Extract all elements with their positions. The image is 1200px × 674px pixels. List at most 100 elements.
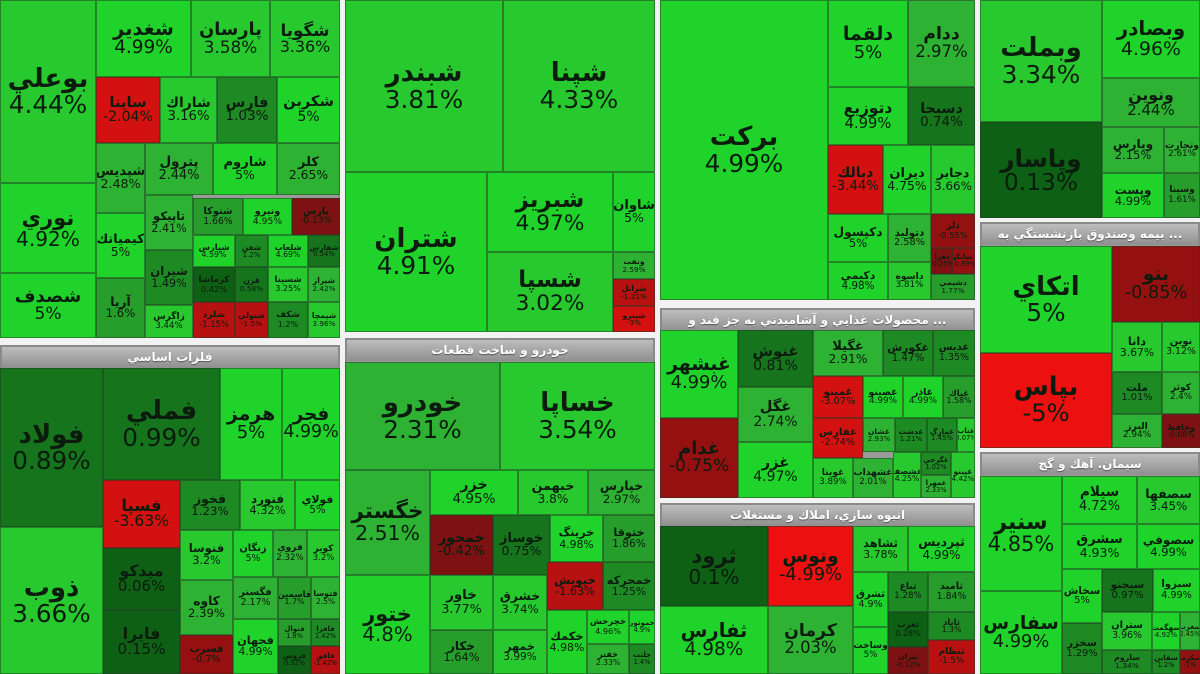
stock-tile-خچرخش[interactable]: خچرخش 4.96% [587,610,629,644]
stock-tile-كوير[interactable]: كوير 3.2% [307,530,340,577]
stock-tile-دسانكو[interactable]: دسانكو -0.89% [953,248,975,274]
stock-tile-خشرق[interactable]: خشرق 3.74% [493,575,547,630]
stock-tile-ختوقا[interactable]: ختوقا 1.86% [603,515,655,562]
stock-tile-خپارس[interactable]: خپارس 2.97% [588,470,655,515]
stock-tile-فافق[interactable]: فافق -1.42% [311,646,340,674]
stock-tile-وسينا[interactable]: وسينا 1.61% [1164,173,1200,218]
stock-tile-سفارس[interactable]: سفارس 4.99% [980,591,1062,674]
stock-tile-شتولي[interactable]: شتولي -1.5% [235,302,268,338]
stock-tile-ختور[interactable]: ختور 4.8% [345,575,430,674]
stock-tile-غويتا[interactable]: غويتا 3.89% [813,458,853,498]
stock-tile-غدام[interactable]: غدام -0.75% [660,418,738,498]
stock-tile-غگيلا[interactable]: غگيلا 2.91% [813,330,883,376]
stock-tile-غبشهر[interactable]: غبشهر 4.99% [660,330,738,418]
stock-tile-غشصفا[interactable]: غشصفا 4.25% [893,452,921,498]
stock-tile-كوثر[interactable]: كوثر 2.4% [1162,372,1200,414]
stock-tile-خساپا[interactable]: خساپا 3.54% [500,362,655,470]
stock-tile-وپارس[interactable]: وپارس 2.15% [1102,127,1164,173]
stock-tile-غنوش[interactable]: غنوش 0.81% [738,330,813,387]
stock-tile-دلقما[interactable]: دلقما 5% [828,0,908,87]
stock-tile-شاراك[interactable]: شاراك 3.16% [160,77,217,143]
stock-tile-سكرما[interactable]: سكرما-1% [1180,650,1200,674]
stock-tile-نوين[interactable]: نوين 3.12% [1162,322,1200,372]
stock-tile-وبملت[interactable]: وبملت 3.34% [980,0,1102,122]
stock-tile-زاگرس[interactable]: زاگرس 3.44% [145,305,193,338]
stock-tile-سبزوا[interactable]: سبزوا 4.99% [1153,569,1200,612]
stock-tile-فروي[interactable]: فروي 2.32% [273,530,307,577]
stock-tile-وساخت[interactable]: وساخت 5% [853,627,888,674]
stock-tile-فسپا[interactable]: فسپا -3.63% [103,480,180,548]
stock-tile-پارس[interactable]: پارس -0.13% [292,198,340,235]
stock-tile-سقاين[interactable]: سقاين 1.2% [1152,650,1180,674]
stock-tile-سصفها[interactable]: سصفها 3.45% [1137,476,1200,524]
stock-tile-فافزا[interactable]: فافزا 1.42% [311,619,340,646]
stock-tile-ثغرب[interactable]: ثغرب 0.28% [888,612,928,647]
stock-tile-خفنر[interactable]: خفنر 2.33% [587,644,629,674]
stock-tile-ثشاهد[interactable]: ثشاهد 3.78% [853,526,908,572]
stock-tile-غپاك[interactable]: غپاك 1.58% [943,376,975,418]
stock-tile-فروس[interactable]: فروس 0.32% [278,646,311,674]
stock-tile-فولاي[interactable]: فولاي 5% [295,480,340,530]
stock-tile-ونوس[interactable]: ونوس -4.99% [768,526,853,606]
stock-tile-داسوه[interactable]: داسوه 3.81% [888,262,931,300]
stock-tile-فنوال[interactable]: فنوال 1.8% [278,619,311,646]
stock-tile-دتوليد[interactable]: دتوليد 2.58% [888,214,931,262]
stock-tile-ثشرق[interactable]: ثشرق 4.9% [853,572,888,627]
stock-tile-سهگمت[interactable]: سهگمت 4.92% [1152,612,1180,650]
stock-tile-بنو[interactable]: بنو -0.85% [1112,246,1200,322]
stock-tile-دانا[interactable]: دانا 3.67% [1112,322,1162,372]
stock-tile-ذوب[interactable]: ذوب 3.66% [0,527,103,674]
stock-tile-غناب[interactable]: غناب3.07% [957,418,975,452]
stock-tile-فنورد[interactable]: فنورد 4.32% [240,480,295,530]
stock-tile-شپمچا[interactable]: شپمچا 3.96% [308,302,340,338]
stock-tile-ثاباد[interactable]: ثاباد 1.3% [928,612,975,640]
stock-tile-شلعاب[interactable]: شلعاب 4.69% [268,235,308,267]
stock-tile-غمينو[interactable]: غمينو -3.07% [813,376,863,418]
stock-tile-دلر[interactable]: دلر -0.55% [931,214,975,248]
stock-tile-ملت[interactable]: ملت 1.01% [1112,372,1162,414]
stock-tile-خگستر[interactable]: خگستر 2.51% [345,470,430,575]
stock-tile-غاذر[interactable]: غاذر 4.99% [903,376,943,418]
stock-tile-اتكاي[interactable]: اتكاي 5% [980,246,1112,353]
stock-tile-وپست[interactable]: وپست 4.99% [1102,173,1164,218]
stock-tile-دجابر[interactable]: دجابر 3.66% [931,145,975,214]
stock-tile-غگل[interactable]: غگل 2.74% [738,387,813,442]
stock-tile-خودرو[interactable]: خودرو 2.31% [345,362,500,470]
stock-tile-شپديس[interactable]: شپديس 2.48% [96,143,145,213]
stock-tile-خوساز[interactable]: خوساز 0.75% [493,515,550,575]
stock-tile-سنير[interactable]: سنير 4.85% [980,476,1062,591]
stock-tile-خكار[interactable]: خكار 1.64% [430,630,493,674]
stock-tile-ثباغ[interactable]: ثباغ 1.28% [888,572,928,612]
stock-tile-ددام[interactable]: ددام 2.97% [908,0,975,87]
stock-tile-سغرب[interactable]: سغرب2.45% [1180,612,1200,650]
stock-tile-ثرود[interactable]: ثرود 0.1% [660,526,768,606]
stock-tile-غصينو[interactable]: غصينو 4.99% [863,376,903,418]
stock-tile-دكيمي[interactable]: دكيمي 4.98% [828,262,888,300]
stock-tile-سبجنو[interactable]: سبجنو 0.97% [1102,569,1153,612]
stock-tile-آريا[interactable]: آريا 1.6% [96,278,145,338]
stock-tile-ثتران[interactable]: ثتران -0.12% [888,647,928,674]
stock-tile-خاور[interactable]: خاور 3.77% [430,575,493,630]
stock-tile-فايرا[interactable]: فايرا 0.15% [103,610,180,674]
stock-tile-نوري[interactable]: نوري 4.92% [0,183,96,273]
stock-tile-شكف[interactable]: شكف 1.2% [268,302,308,338]
stock-tile-غمهرا[interactable]: غمهرا 2.33% [921,475,951,498]
stock-tile-فجهان[interactable]: فجهان 4.99% [233,619,278,674]
stock-tile-غپينو[interactable]: غپينو 4.42% [951,452,975,498]
stock-tile-غزر[interactable]: غزر 4.97% [738,442,813,498]
stock-tile-دسبحا[interactable]: دسبحا 0.74% [908,87,975,145]
stock-tile-شاروم[interactable]: شاروم 5% [213,143,277,195]
stock-tile-شرانل[interactable]: شرانل -1.21% [613,279,655,306]
stock-tile-خموتور[interactable]: خموتور 4.9% [629,610,655,644]
stock-tile-شكربن[interactable]: شكربن 5% [277,77,340,143]
stock-tile-شپارس[interactable]: شپارس 4.59% [193,235,235,267]
stock-tile-ونفت[interactable]: ونفت 2.59% [613,252,655,279]
stock-tile-شلرد[interactable]: شلرد -1.15% [193,302,235,338]
stock-tile-سصوفي[interactable]: سصوفي 4.99% [1137,524,1200,569]
stock-tile-غمارگ[interactable]: غمارگ 1.45% [927,418,957,452]
stock-tile-تاپيكو[interactable]: تاپيكو 2.41% [145,195,193,250]
stock-tile-خرينگ[interactable]: خرينگ 4.98% [550,515,603,562]
stock-tile-شتوكا[interactable]: شتوكا 1.66% [193,198,243,235]
stock-tile-سيلام[interactable]: سيلام 4.72% [1062,476,1137,524]
stock-tile-سخزر[interactable]: سخزر 1.29% [1062,623,1102,674]
